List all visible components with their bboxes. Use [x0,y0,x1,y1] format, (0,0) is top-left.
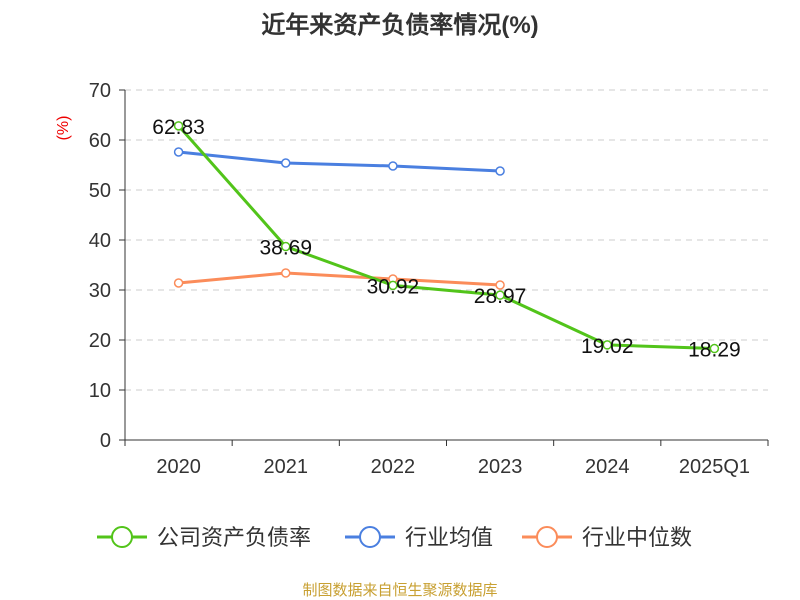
x-tick-label: 2021 [264,456,309,478]
y-tick-label: 50 [89,180,111,202]
data-point [173,278,184,288]
data-label: 62.83 [152,116,205,139]
y-tick-label: 60 [89,130,111,152]
data-point [709,343,720,354]
series-line-1 [178,150,501,173]
y-tick-label: 0 [100,430,111,452]
x-tick-label: 2024 [585,456,630,478]
data-point [495,290,505,300]
data-point [388,161,398,171]
data-point [173,121,184,131]
data-point [495,280,505,290]
data-point [281,268,291,278]
x-tick-label: 2025Q1 [679,456,750,478]
series-line-0 [177,124,715,351]
x-tick-label: 2020 [156,456,201,478]
y-tick-label: 70 [89,80,111,102]
data-point [173,147,184,157]
data-point [602,340,612,350]
data-label: 19.02 [581,335,634,358]
legend-marker-icon [111,526,133,548]
x-tick-label: 2023 [478,456,523,478]
y-tick-label: 20 [89,330,111,352]
data-label: 28.97 [474,285,527,308]
series-line-2 [178,271,501,287]
data-point [388,280,398,291]
y-tick-label: 30 [89,280,111,302]
legend-marker-icon [359,526,381,548]
y-tick-label: 10 [89,380,111,402]
data-label: 18.29 [688,339,741,362]
legend-label: 公司资产负债率 [157,525,311,550]
legend-marker-icon [536,526,558,548]
source-note: 制图数据来自恒生聚源数据库 [302,582,497,599]
legend-label: 行业中位数 [582,525,692,550]
y-tick-label: 40 [89,230,111,252]
legend-label: 行业均值 [405,525,493,550]
chart-title: 近年来资产负债率情况(%) [261,11,538,39]
data-label: 30.92 [367,275,420,298]
data-label: 38.69 [259,237,312,260]
y-axis-label: (%) [55,116,72,141]
data-point [495,166,505,176]
data-point [281,158,291,168]
data-point [281,241,291,252]
x-tick-label: 2022 [371,456,416,478]
